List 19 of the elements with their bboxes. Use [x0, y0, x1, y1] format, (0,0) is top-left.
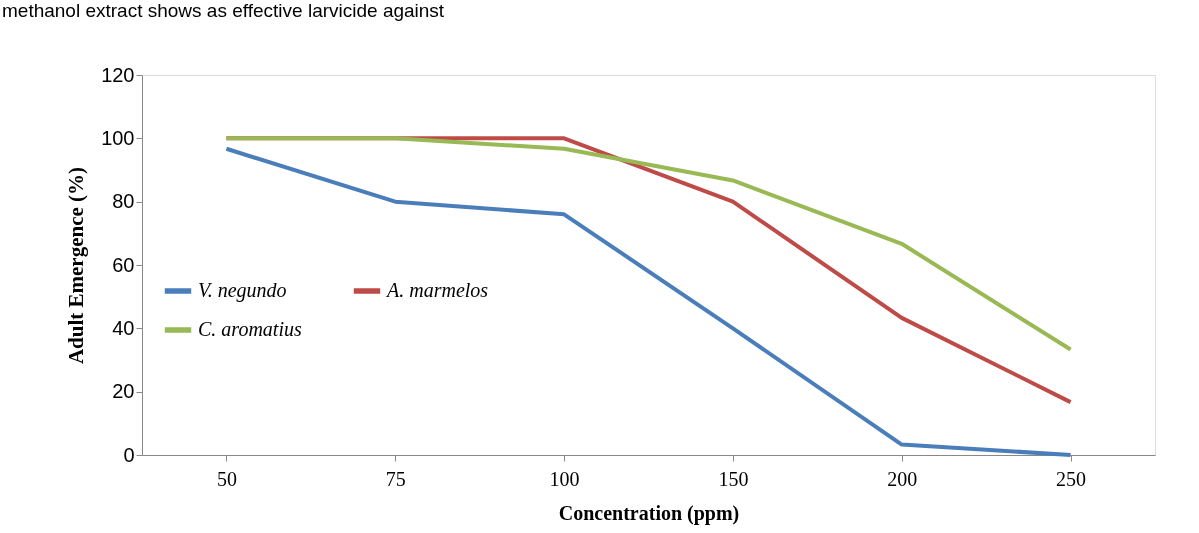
- y-axis-title: Adult Emergence (%): [64, 166, 89, 365]
- legend-label: A. marmelos: [385, 279, 489, 301]
- text: methanol extract shows as effective larvicide against: [2, 0, 445, 21]
- x-tick-label: 200: [887, 467, 918, 490]
- y-tick-label: 120: [101, 63, 135, 86]
- x-tick-label: 75: [385, 467, 406, 490]
- legend-label: V. negundo: [198, 279, 287, 302]
- y-tick-label: 40: [112, 316, 135, 339]
- y-tick-label: 0: [123, 443, 135, 466]
- y-tick-label: 20: [112, 380, 135, 403]
- x-axis-title: Concentration (ppm): [558, 501, 740, 525]
- x-tick-label: 250: [1056, 467, 1087, 490]
- legend-label: C. aromatius: [198, 318, 302, 340]
- x-tick-label: 50: [216, 467, 237, 490]
- y-tick-label: 100: [101, 126, 135, 149]
- x-tick-label: 100: [549, 467, 580, 490]
- x-tick-label: 150: [718, 467, 749, 490]
- y-tick-label: 60: [112, 253, 135, 276]
- y-tick-label: 80: [112, 190, 135, 213]
